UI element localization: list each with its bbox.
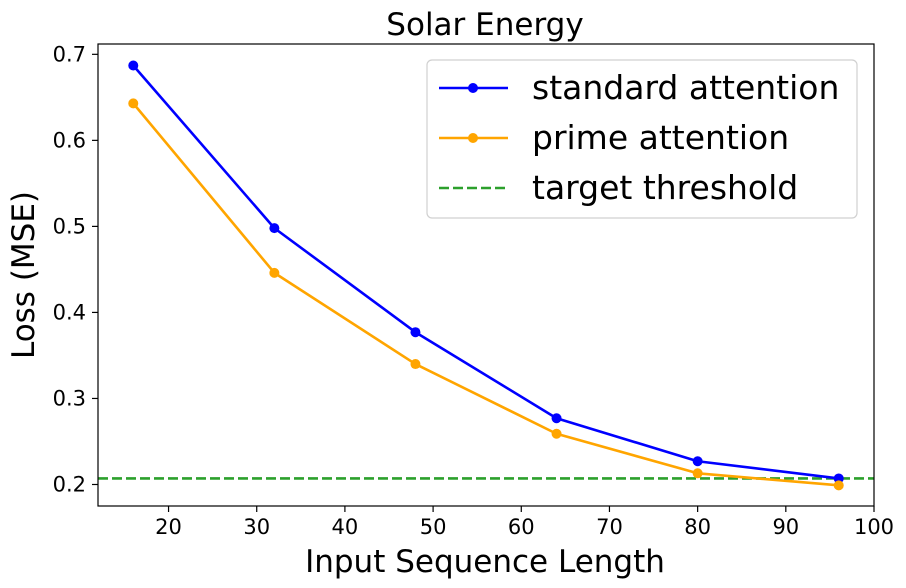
x-tick-label: 100 bbox=[854, 515, 894, 539]
x-tick-label: 70 bbox=[596, 515, 623, 539]
y-tick-label: 0.5 bbox=[53, 214, 86, 238]
legend: standard attention prime attention target … bbox=[426, 59, 858, 219]
data-point-standard-attention bbox=[551, 413, 562, 424]
data-point-prime-attention bbox=[128, 98, 139, 109]
legend-label: target threshold bbox=[532, 168, 798, 207]
chart-title: Solar Energy bbox=[386, 7, 583, 43]
series-line-prime-attention bbox=[132, 102, 839, 487]
data-point-prime-attention bbox=[551, 428, 562, 439]
y-tick-label: 0.6 bbox=[53, 128, 86, 152]
x-axis: 20 30 40 50 60 70 80 90 100 bbox=[155, 506, 894, 539]
y-axis: 0.2 0.3 0.4 0.5 0.6 0.7 bbox=[53, 42, 98, 496]
legend-marker-swatch bbox=[468, 83, 478, 93]
x-tick-label: 30 bbox=[243, 515, 270, 539]
y-tick-label: 0.3 bbox=[53, 386, 86, 410]
x-tick-label: 40 bbox=[332, 515, 359, 539]
plot-area bbox=[97, 43, 875, 507]
x-tick-label: 20 bbox=[155, 515, 182, 539]
data-point-prime-attention bbox=[692, 468, 703, 479]
plot-frame bbox=[97, 43, 875, 507]
y-axis-label: Loss (MSE) bbox=[6, 191, 42, 359]
data-point-prime-attention bbox=[410, 359, 421, 370]
x-tick-label: 60 bbox=[508, 515, 535, 539]
x-tick-label: 90 bbox=[772, 515, 799, 539]
data-point-prime-attention bbox=[833, 480, 844, 491]
legend-box bbox=[426, 59, 858, 219]
x-axis-label: Input Sequence Length bbox=[305, 544, 665, 580]
y-tick-label: 0.4 bbox=[53, 300, 86, 324]
legend-marker-swatch bbox=[468, 133, 478, 143]
data-point-standard-attention bbox=[128, 60, 139, 71]
data-point-standard-attention bbox=[269, 223, 280, 234]
data-point-prime-attention bbox=[269, 267, 280, 278]
data-point-standard-attention bbox=[410, 327, 421, 338]
series-line-standard-attention bbox=[132, 64, 839, 480]
y-tick-label: 0.7 bbox=[53, 42, 86, 66]
data-point-standard-attention bbox=[833, 473, 844, 484]
legend-label: prime attention bbox=[532, 118, 789, 157]
legend-label: standard attention bbox=[532, 68, 839, 107]
y-tick-label: 0.2 bbox=[53, 472, 86, 496]
data-point-standard-attention bbox=[692, 456, 703, 467]
x-tick-label: 50 bbox=[420, 515, 447, 539]
x-tick-label: 80 bbox=[684, 515, 711, 539]
